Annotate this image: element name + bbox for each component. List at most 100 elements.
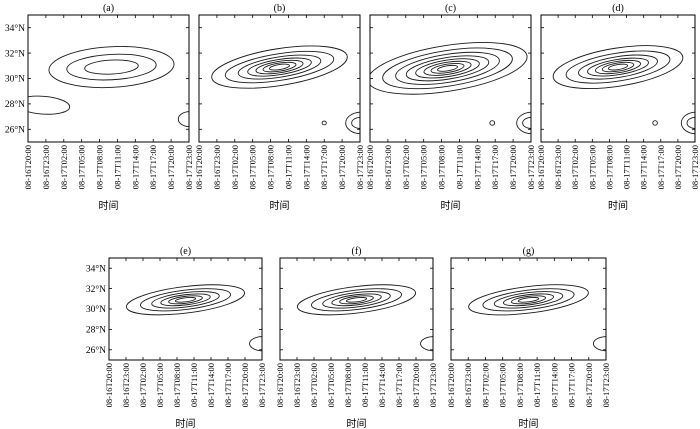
contour-group bbox=[28, 46, 189, 128]
contour-line bbox=[415, 58, 480, 79]
x-tick-label: 08-17T05:00 bbox=[155, 363, 165, 407]
x-tick-label: 08-17T02:00 bbox=[309, 363, 319, 407]
contour-line bbox=[331, 293, 382, 307]
x-tick-label: 08-17T02:00 bbox=[230, 145, 240, 189]
y-tick-label: 30°N bbox=[5, 74, 25, 85]
contour-line bbox=[516, 111, 531, 135]
x-tick-label: 08-17T08:00 bbox=[172, 363, 182, 407]
x-tick-label: 08-17T02:00 bbox=[480, 363, 490, 407]
contour-line bbox=[177, 111, 189, 128]
contour-line bbox=[151, 291, 220, 309]
x-tick-label: 08-17T17:00 bbox=[394, 363, 404, 407]
contour-line bbox=[493, 291, 564, 309]
x-tick-label: 08-17T05:00 bbox=[326, 363, 336, 407]
panel-f: (f) 08-16T20:00 08-16T23:00 08-17T02:00 08-1… bbox=[275, 246, 438, 429]
contour-line bbox=[370, 42, 528, 95]
contour-line bbox=[552, 45, 684, 89]
contour-line bbox=[247, 57, 312, 77]
x-tick-label: 08-16T23:00 bbox=[212, 145, 222, 189]
x-tick-label: 08-17T17:00 bbox=[148, 145, 158, 189]
x-tick-label: 08-17T23:00 bbox=[355, 145, 365, 189]
contour-line bbox=[565, 50, 671, 84]
contour-line bbox=[405, 55, 490, 82]
panel-label: (a) bbox=[103, 3, 114, 14]
contour-line bbox=[468, 284, 589, 316]
x-axis-title: 时间 bbox=[270, 199, 290, 212]
panel-label: (f) bbox=[352, 246, 362, 257]
plot-frame bbox=[108, 257, 263, 361]
x-tick-label: 08-17T11:00 bbox=[532, 363, 542, 407]
plot-frame bbox=[540, 14, 696, 143]
x-tick-label: 08-17T20:00 bbox=[411, 363, 421, 407]
contour-line bbox=[517, 296, 540, 303]
contour-line bbox=[601, 61, 635, 73]
x-tick-label: 08-17T20:00 bbox=[584, 363, 594, 407]
x-tick-label: 08-17T08:00 bbox=[515, 363, 525, 407]
contour-line bbox=[502, 293, 555, 307]
x-tick-label: 08-17T17:00 bbox=[223, 363, 233, 407]
contour-line bbox=[262, 61, 297, 73]
x-tick-label: 08-17T23:00 bbox=[690, 145, 700, 189]
x-tick-label: 08-17T23:00 bbox=[257, 363, 267, 407]
contour-line bbox=[594, 59, 642, 75]
x-tick-label: 08-16T20:00 bbox=[446, 363, 456, 407]
x-tick-label: 08-16T23:00 bbox=[292, 363, 302, 407]
x-tick-label: 08-17T14:00 bbox=[301, 145, 311, 189]
contour-group bbox=[296, 284, 433, 352]
contour-line bbox=[437, 64, 458, 72]
contour-line bbox=[28, 95, 71, 115]
x-tick-label: 08-17T20:00 bbox=[166, 145, 176, 189]
contour-line bbox=[322, 291, 391, 309]
x-tick-label: 08-16T20:00 bbox=[194, 145, 204, 189]
x-axis-title: 时间 bbox=[99, 199, 119, 212]
x-tick-label: 08-17T23:00 bbox=[184, 145, 194, 189]
contour-line bbox=[321, 120, 327, 126]
panel-label: (d) bbox=[612, 3, 624, 14]
x-tick-label: 08-17T02:00 bbox=[59, 145, 69, 189]
contour-line bbox=[652, 120, 658, 126]
x-tick-label: 08-17T05:00 bbox=[419, 145, 429, 189]
x-axis-title: 时间 bbox=[176, 417, 196, 429]
x-tick-label: 08-16T20:00 bbox=[275, 363, 285, 407]
x-tick-label: 08-16T20:00 bbox=[104, 363, 114, 407]
x-tick-label: 08-17T11:00 bbox=[454, 145, 464, 189]
contour-line bbox=[211, 45, 348, 89]
panel-label: (e) bbox=[180, 246, 191, 257]
x-tick-label: 08-16T20:00 bbox=[23, 145, 33, 189]
contour-line bbox=[237, 54, 322, 80]
contour-group bbox=[125, 284, 262, 352]
contour-line bbox=[311, 288, 402, 312]
x-tick-label: 08-17T23:00 bbox=[526, 145, 536, 189]
x-tick-label: 08-17T17:00 bbox=[656, 145, 666, 189]
contour-line bbox=[339, 295, 374, 305]
x-tick-label: 08-17T14:00 bbox=[472, 145, 482, 189]
contour-line bbox=[140, 288, 231, 312]
contour-group bbox=[552, 45, 695, 135]
plot-frame bbox=[27, 14, 190, 143]
contour-line bbox=[249, 336, 262, 352]
x-tick-label: 08-17T20:00 bbox=[508, 145, 518, 189]
x-tick-label: 08-16T23:00 bbox=[383, 145, 393, 189]
panel-a: (a) 26°N 28°N 30°N 32°N 34°N 08-16T20:00 08-16T… bbox=[5, 3, 194, 212]
panel-label: (b) bbox=[274, 3, 286, 14]
x-tick-label: 08-17T14:00 bbox=[639, 145, 649, 189]
panel-e: (e) 26°N 28°N 30°N 32°N 34°N 08-16T20:00 08-16T… bbox=[86, 246, 267, 429]
contour-line bbox=[587, 57, 649, 77]
x-tick-label: 08-17T08:00 bbox=[266, 145, 276, 189]
contour-line bbox=[430, 62, 465, 74]
contour-line bbox=[351, 116, 360, 130]
contour-group bbox=[211, 45, 360, 135]
contour-line bbox=[269, 63, 290, 71]
panel-label: (g) bbox=[523, 246, 535, 257]
x-tick-label: 08-17T08:00 bbox=[343, 363, 353, 407]
x-tick-label: 08-17T23:00 bbox=[428, 363, 438, 407]
contour-group bbox=[370, 42, 531, 135]
y-tick-label: 34°N bbox=[86, 263, 106, 274]
contour-group bbox=[468, 284, 606, 352]
x-tick-label: 08-17T11:00 bbox=[189, 363, 199, 407]
panel-label: (c) bbox=[445, 3, 456, 14]
x-tick-label: 08-17T02:00 bbox=[570, 145, 580, 189]
x-tick-label: 08-17T20:00 bbox=[337, 145, 347, 189]
x-axis-title: 时间 bbox=[441, 199, 461, 212]
y-tick-label: 32°N bbox=[5, 48, 25, 59]
